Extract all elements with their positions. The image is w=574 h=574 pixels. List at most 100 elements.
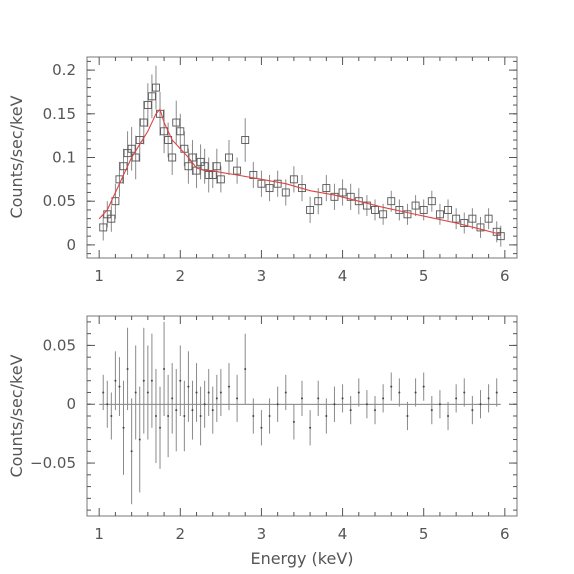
data-point	[252, 415, 255, 417]
data-point	[215, 397, 218, 400]
y-tick-label: 0.1	[52, 149, 76, 167]
x-tick-label: 3	[257, 267, 267, 285]
data-point	[99, 223, 108, 232]
data-point	[176, 127, 185, 136]
residuals-points	[102, 367, 498, 453]
data-point	[330, 192, 339, 201]
data-point	[187, 385, 190, 388]
data-point	[487, 397, 490, 400]
data-point	[216, 175, 225, 184]
data-point	[349, 409, 352, 412]
data-point	[444, 205, 452, 214]
data-point	[379, 210, 388, 219]
data-point	[374, 409, 377, 412]
data-point	[438, 403, 441, 406]
x-tick-label: 4	[338, 525, 348, 543]
data-point	[354, 197, 363, 206]
data-point	[268, 415, 271, 417]
spectrum-points	[99, 83, 505, 241]
x-tick-label: 6	[500, 525, 510, 543]
data-point	[346, 192, 355, 201]
x-tick-label: 1	[94, 267, 104, 285]
data-point	[208, 171, 217, 179]
data-point	[362, 201, 371, 210]
data-point	[154, 415, 157, 417]
data-point	[159, 426, 162, 429]
y-tick-label: 0.2	[52, 61, 76, 79]
data-point	[212, 162, 221, 171]
data-point	[184, 162, 193, 171]
data-point	[452, 214, 461, 223]
x-tick-label: 2	[176, 525, 186, 543]
data-point	[138, 438, 141, 441]
y-tick-label: 0	[66, 395, 76, 413]
data-point	[492, 227, 501, 236]
data-point	[382, 397, 385, 400]
data-point	[249, 171, 258, 179]
data-point	[460, 219, 469, 227]
data-point	[411, 201, 420, 210]
data-point	[233, 166, 242, 175]
data-point	[325, 415, 328, 417]
data-point	[427, 197, 436, 206]
data-point	[341, 397, 344, 400]
data-point	[390, 385, 393, 388]
data-point	[322, 184, 331, 193]
data-point	[422, 385, 425, 388]
spectrum-ticks	[87, 57, 517, 258]
data-point	[219, 391, 222, 394]
data-point	[479, 403, 482, 406]
data-point	[241, 136, 250, 144]
data-point	[110, 415, 113, 417]
data-point	[309, 426, 312, 429]
data-point	[387, 197, 396, 206]
data-point	[123, 149, 132, 158]
data-point	[172, 118, 181, 127]
residuals-y-axis-label: Counts/sec/keV	[7, 354, 26, 477]
data-point	[495, 391, 498, 394]
data-point	[147, 92, 156, 101]
data-point	[273, 179, 282, 188]
data-point	[257, 179, 266, 188]
x-tick-label: 6	[500, 267, 510, 285]
data-point	[276, 403, 279, 406]
data-point	[484, 214, 493, 223]
data-point	[289, 175, 298, 184]
data-point	[127, 144, 136, 153]
data-point	[167, 415, 170, 417]
data-point	[447, 415, 450, 417]
data-point	[118, 385, 121, 388]
data-point	[371, 205, 379, 214]
data-point	[171, 397, 174, 400]
y-tick-label: 0.05	[43, 192, 76, 210]
data-point	[333, 403, 336, 406]
data-point	[314, 197, 323, 206]
data-point	[301, 397, 303, 400]
data-point	[338, 188, 347, 197]
data-point	[236, 397, 239, 400]
data-point	[365, 403, 368, 406]
data-point	[398, 391, 401, 394]
data-point	[211, 409, 214, 412]
residuals-tick-labels: 1 2 3 4 5 6 −0.05 0 0.05	[30, 336, 510, 543]
data-point	[225, 153, 233, 162]
data-point	[435, 210, 444, 219]
x-tick-label: 5	[419, 267, 429, 285]
data-point	[463, 391, 466, 394]
data-point	[419, 205, 428, 214]
data-point	[102, 391, 105, 394]
data-point	[306, 205, 315, 214]
data-point	[468, 214, 477, 223]
data-point	[139, 118, 148, 127]
data-point	[207, 391, 210, 394]
data-point	[107, 214, 116, 223]
data-point	[150, 379, 153, 382]
data-point	[192, 166, 201, 175]
data-point	[195, 391, 198, 394]
data-point	[265, 184, 274, 193]
data-point	[152, 83, 160, 92]
data-point	[122, 426, 125, 429]
data-point	[142, 379, 145, 382]
data-point	[126, 367, 129, 370]
